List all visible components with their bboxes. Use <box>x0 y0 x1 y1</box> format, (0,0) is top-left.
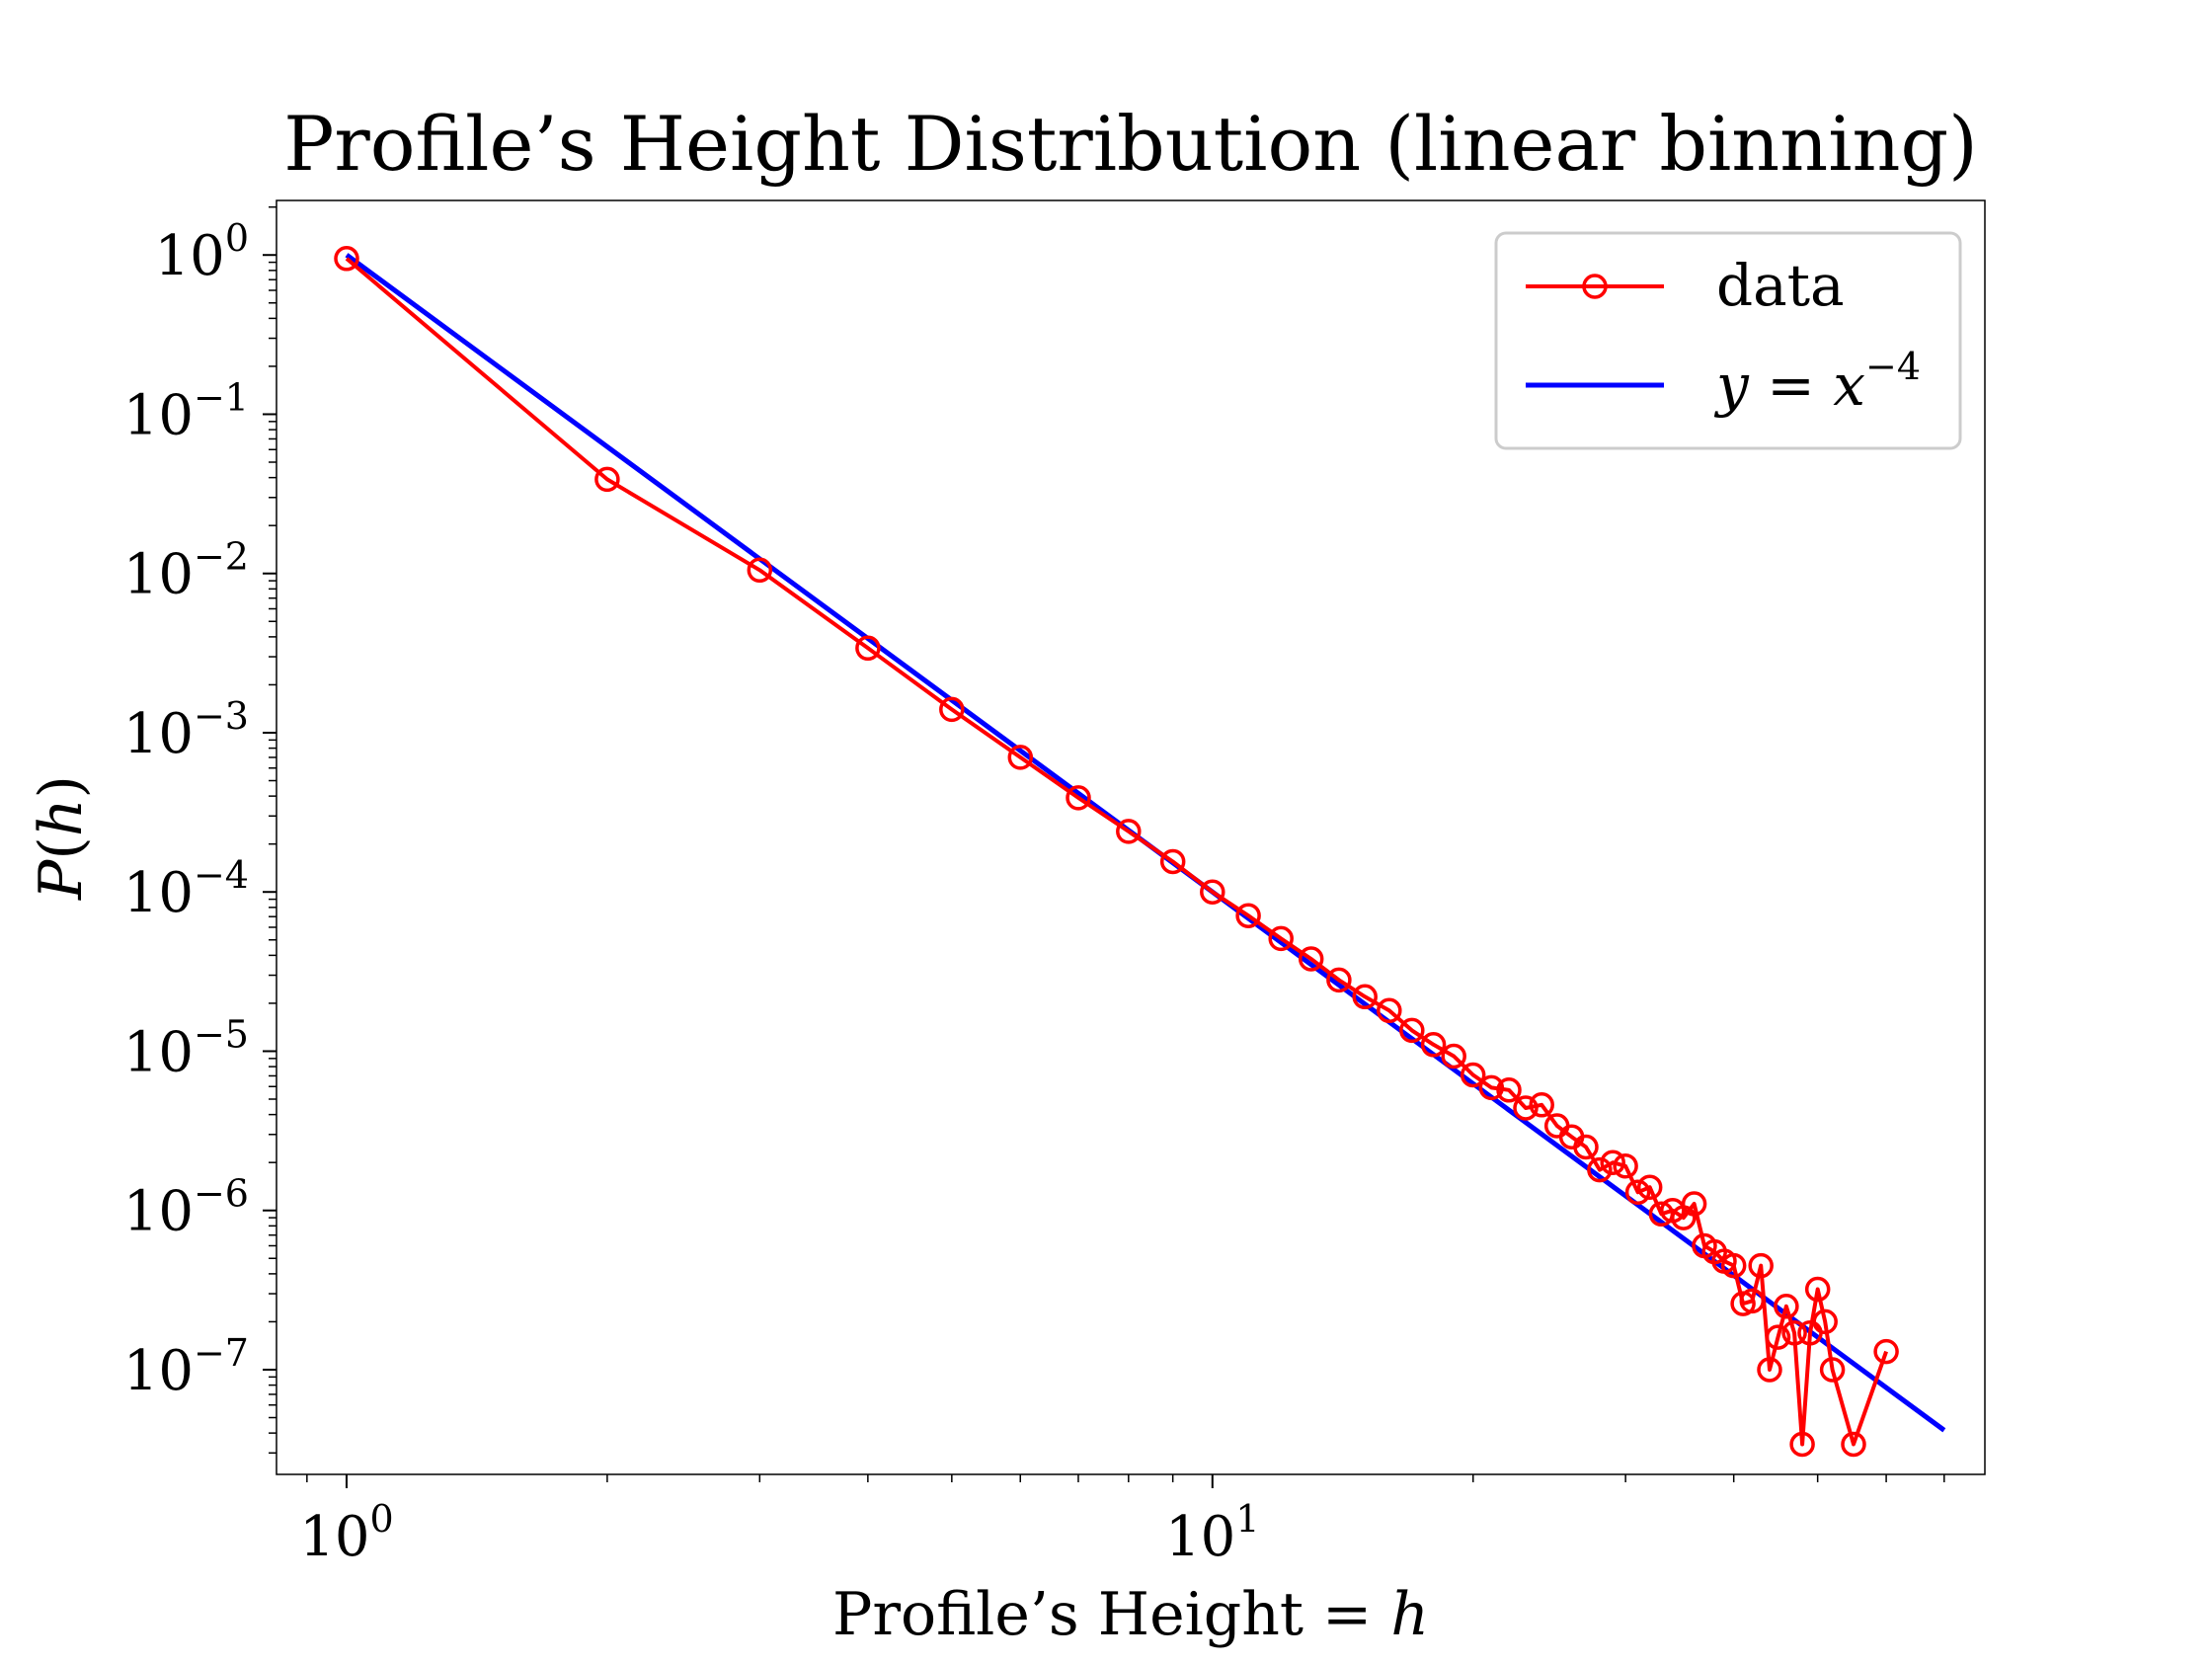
data-point-marker <box>1235 903 1261 928</box>
x-axis-label: Profile’s Height = h <box>832 1580 1429 1649</box>
data-point-marker <box>1613 1153 1638 1179</box>
plot-frame <box>276 199 1986 1475</box>
data-point-marker <box>1441 1043 1466 1070</box>
y-tick-label-base: 10 <box>123 702 194 766</box>
data-point-marker <box>1298 946 1324 972</box>
data-point-marker <box>594 466 620 493</box>
data-point-marker <box>1804 1276 1831 1303</box>
data-point-marker <box>1478 1074 1505 1101</box>
data-point-marker <box>1781 1320 1807 1346</box>
y-tick-label: 10−5 <box>123 1012 249 1084</box>
legend-powerlaw-eq: = <box>1749 352 1833 419</box>
legend-powerlaw-lhs: y <box>1713 352 1750 419</box>
y-tick-label-base: 10 <box>123 383 194 447</box>
x-axis-label-prefix: Profile’s Height = <box>832 1580 1390 1649</box>
series-layer <box>334 246 1946 1458</box>
data-point-marker <box>1789 1431 1815 1458</box>
y-tick-label: 10−4 <box>123 853 249 925</box>
y-tick-label-exponent: −1 <box>194 375 249 419</box>
data-point-marker <box>1636 1174 1663 1200</box>
y-tick-label: 10−6 <box>123 1172 249 1244</box>
data-point-marker <box>1819 1357 1846 1383</box>
data-point-marker <box>1496 1077 1522 1103</box>
y-tick-label: 10−3 <box>123 694 249 766</box>
y-tick-label-base: 10 <box>123 1020 194 1084</box>
data-point-marker <box>1587 1156 1613 1183</box>
y-tick-label-base: 10 <box>123 543 194 607</box>
y-tick-label-exponent: −5 <box>194 1012 249 1056</box>
legend-data-marker <box>1582 274 1608 299</box>
data-point-marker <box>1513 1095 1539 1121</box>
y-tick-label-base: 10 <box>123 861 194 925</box>
y-axis-label: P(h) <box>27 775 96 901</box>
legend-label-data: data <box>1716 252 1845 319</box>
data-point-marker <box>1268 925 1294 952</box>
data-point-marker <box>1352 984 1378 1010</box>
data-point-marker <box>1757 1357 1782 1383</box>
data-point-marker <box>1007 745 1034 770</box>
chart-title: Profile’s Height Distribution (linear bi… <box>283 100 1978 188</box>
x-tick-label: 100 <box>299 1497 393 1569</box>
data-point-marker <box>1116 819 1142 844</box>
y-tick-label-exponent: −4 <box>194 853 249 897</box>
x-tick-label-exponent: 0 <box>369 1497 393 1541</box>
data-point-marker <box>1399 1017 1425 1044</box>
data-point-marker <box>1873 1338 1899 1365</box>
y-tick-label-exponent: 0 <box>225 216 249 260</box>
y-tick-label: 10−7 <box>123 1331 249 1403</box>
data-point-marker <box>1765 1324 1791 1350</box>
data-point-marker <box>1420 1032 1447 1058</box>
data-point-marker <box>1200 879 1225 905</box>
data-point-marker <box>1460 1062 1486 1088</box>
y-axis-label-variable: h <box>27 798 96 836</box>
data-point-marker <box>1600 1149 1625 1175</box>
data-point-marker <box>334 246 359 272</box>
legend: data y = x−4 <box>1494 231 1962 450</box>
data-point-marker <box>855 635 881 662</box>
data-point-marker <box>1159 848 1186 875</box>
y-tick-label-exponent: −7 <box>194 1331 249 1375</box>
x-tick-label-base: 10 <box>299 1505 369 1569</box>
data-point-marker <box>1573 1134 1599 1160</box>
x-tick-label-exponent: 1 <box>1235 1497 1259 1541</box>
data-point-marker <box>1066 785 1091 811</box>
data-point-marker <box>1841 1431 1866 1458</box>
data-point-marker <box>1529 1092 1554 1118</box>
y-tick-label: 10−1 <box>123 375 249 447</box>
data-point-marker <box>1377 997 1402 1024</box>
x-tick-label: 101 <box>1165 1497 1259 1569</box>
data-point-marker <box>747 557 773 584</box>
y-tick-label-base: 10 <box>155 224 225 288</box>
y-tick-label-base: 10 <box>123 1180 194 1244</box>
x-axis-label-variable: h <box>1390 1580 1429 1649</box>
y-tick-label-exponent: −2 <box>194 535 249 579</box>
legend-label-powerlaw: y = x−4 <box>1713 345 1921 419</box>
data-point-marker <box>1812 1308 1838 1335</box>
legend-powerlaw-exp: −4 <box>1865 345 1921 388</box>
y-tick-label-exponent: −3 <box>194 694 249 738</box>
y-axis-label-func: P <box>27 858 96 901</box>
y-tick-label: 10−2 <box>123 535 249 607</box>
y-tick-label-exponent: −6 <box>194 1172 249 1216</box>
data-point-marker <box>1774 1294 1799 1319</box>
data-point-marker <box>1739 1288 1766 1314</box>
x-tick-label-base: 10 <box>1165 1505 1235 1569</box>
y-tick-label-base: 10 <box>123 1339 194 1403</box>
data-point-marker <box>1624 1179 1651 1206</box>
data-point-marker <box>1748 1252 1774 1279</box>
y-tick-label: 100 <box>155 216 249 288</box>
data-point-marker <box>939 696 965 723</box>
data-point-marker <box>1681 1191 1707 1217</box>
data-point-marker <box>1326 967 1352 993</box>
legend-powerlaw-base: x <box>1833 352 1865 419</box>
data-series-line <box>345 257 1888 1447</box>
data-point-marker <box>1720 1252 1747 1279</box>
x-axis-ticks: 100 101 <box>299 1474 1945 1569</box>
